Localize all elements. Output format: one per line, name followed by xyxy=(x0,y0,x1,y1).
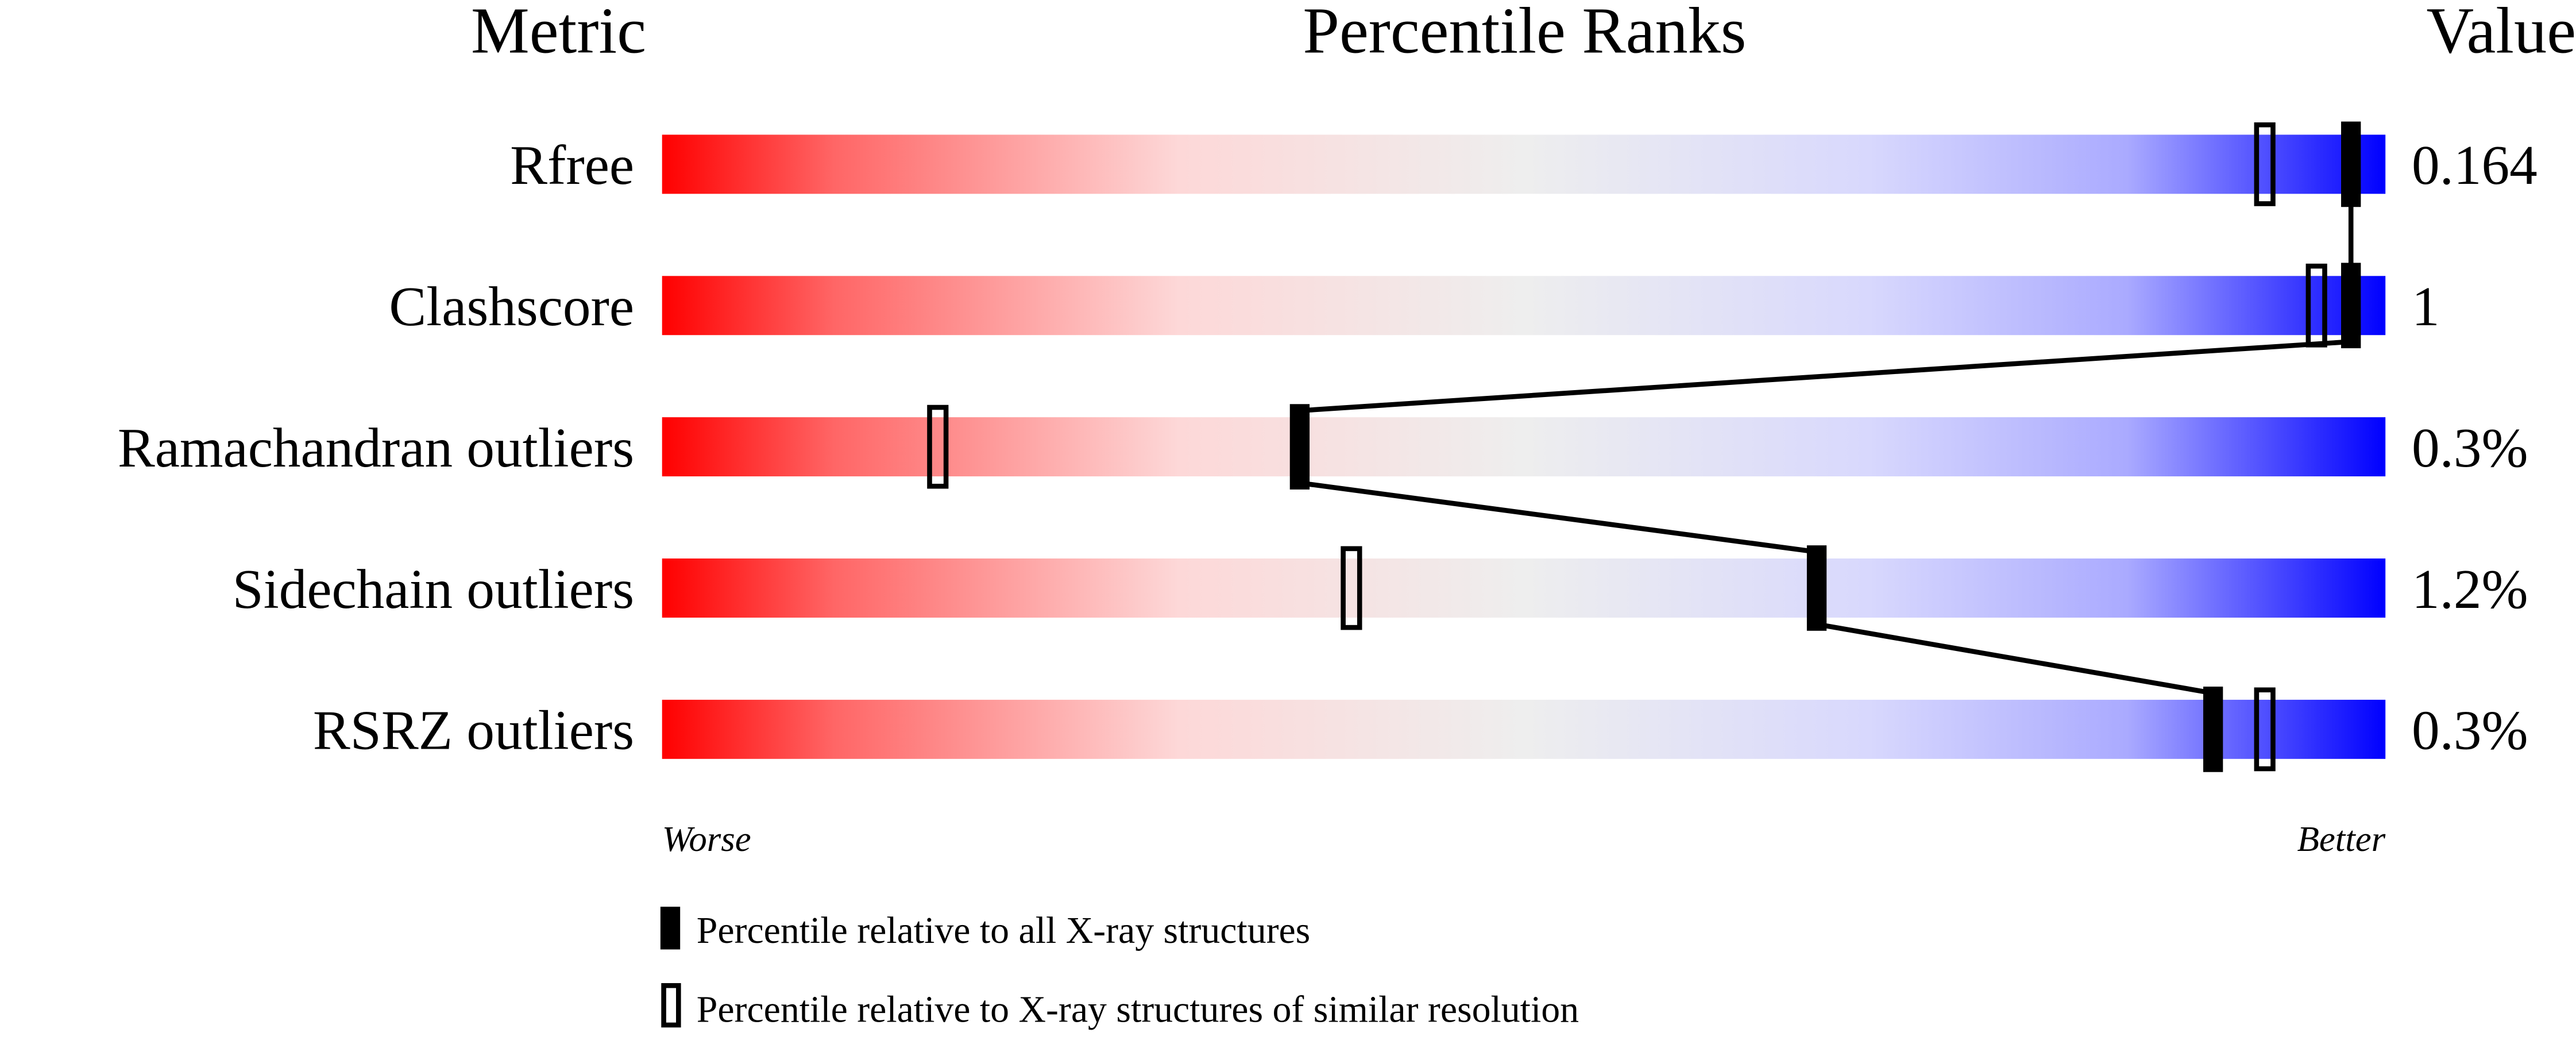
metric-label: Sidechain outliers xyxy=(233,558,634,621)
all-structures-marker xyxy=(2203,687,2223,772)
legend-similar-label: Percentile relative to X-ray structures … xyxy=(697,988,1579,1030)
metric-value: 0.164 xyxy=(2412,134,2538,196)
all-structures-marker xyxy=(1806,545,1827,631)
similar-resolution-marker xyxy=(2254,687,2276,772)
legend-all-label: Percentile relative to all X-ray structu… xyxy=(697,910,1311,951)
metric-value: 0.3% xyxy=(2412,700,2528,762)
percentile-bar xyxy=(662,134,2386,194)
legend-filled-marker xyxy=(660,907,681,950)
header-metric: Metric xyxy=(471,0,646,67)
metric-label: RSRZ outliers xyxy=(313,700,634,762)
all-structures-marker xyxy=(2341,121,2361,207)
similar-resolution-marker xyxy=(2305,263,2327,348)
all-structures-marker xyxy=(1289,404,1310,490)
similar-resolution-marker xyxy=(2254,122,2276,206)
metric-value: 0.3% xyxy=(2412,417,2528,479)
metric-value: 1 xyxy=(2412,276,2440,338)
metric-value: 1.2% xyxy=(2412,558,2528,621)
axis-label-better: Better xyxy=(2297,819,2385,859)
all-structures-marker xyxy=(2341,263,2361,349)
metric-label: Clashscore xyxy=(389,276,634,338)
axis-label-worse: Worse xyxy=(662,819,751,859)
percentile-bar xyxy=(662,276,2386,336)
header-value: Value xyxy=(2427,0,2576,67)
similar-resolution-marker xyxy=(1341,546,1362,630)
similar-resolution-marker xyxy=(927,404,949,489)
metric-label: Ramachandran outliers xyxy=(118,417,634,479)
percentile-bar xyxy=(662,558,2386,618)
percentile-bar xyxy=(662,417,2386,477)
metric-label: Rfree xyxy=(510,134,634,196)
legend-open-marker xyxy=(661,983,681,1028)
percentile-bar xyxy=(662,699,2386,759)
header-percentile-ranks: Percentile Ranks xyxy=(1303,0,1746,67)
